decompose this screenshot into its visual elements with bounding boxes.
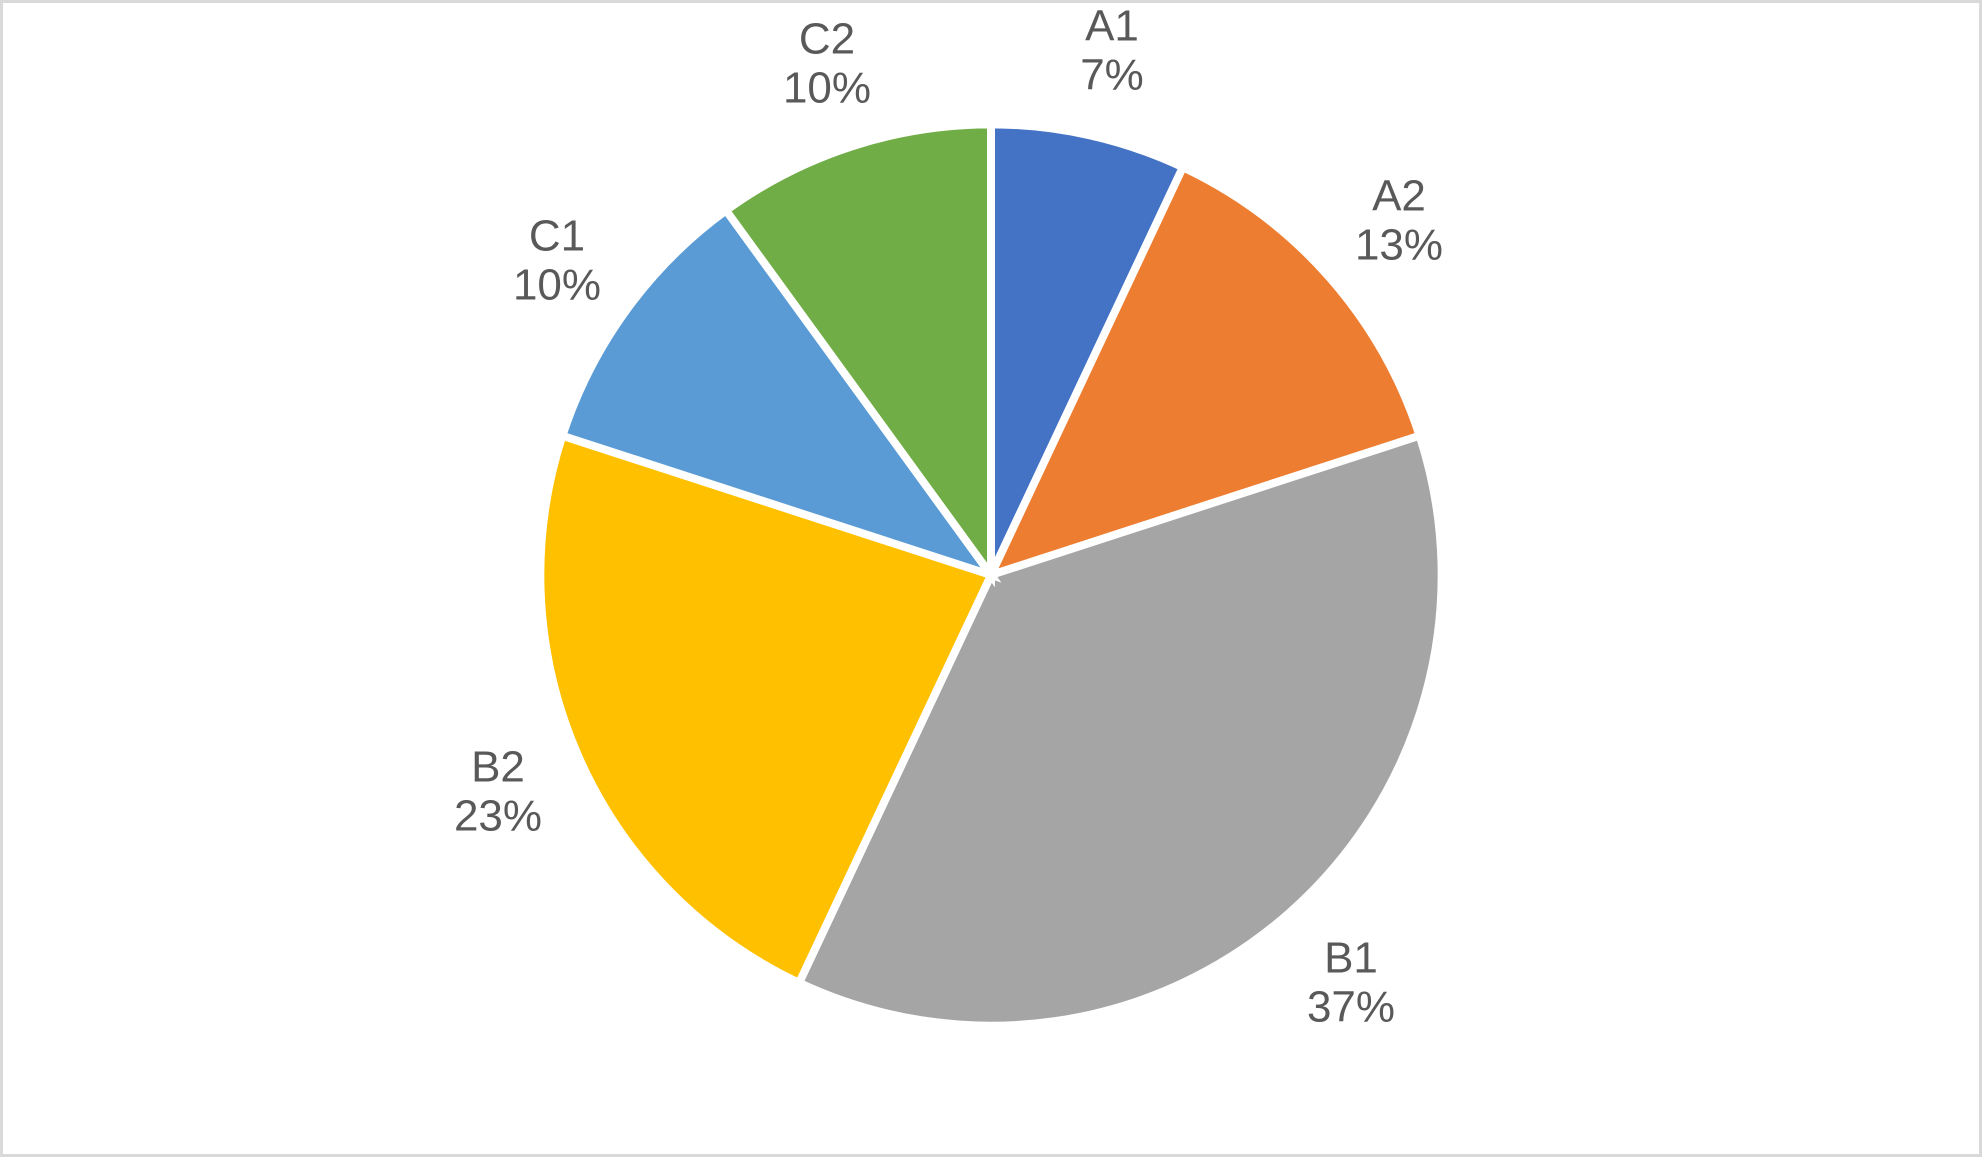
pie-slice-a2[interactable] [983,161,1425,582]
pie-slice-b1[interactable] [793,430,1446,1030]
pie-slice-a1[interactable] [987,120,1189,577]
pie-slice-c1[interactable] [557,204,1002,583]
pie-slice-b2[interactable] [536,430,997,989]
pie-slice-c2[interactable] [720,120,995,588]
pie-chart [536,120,1446,1030]
